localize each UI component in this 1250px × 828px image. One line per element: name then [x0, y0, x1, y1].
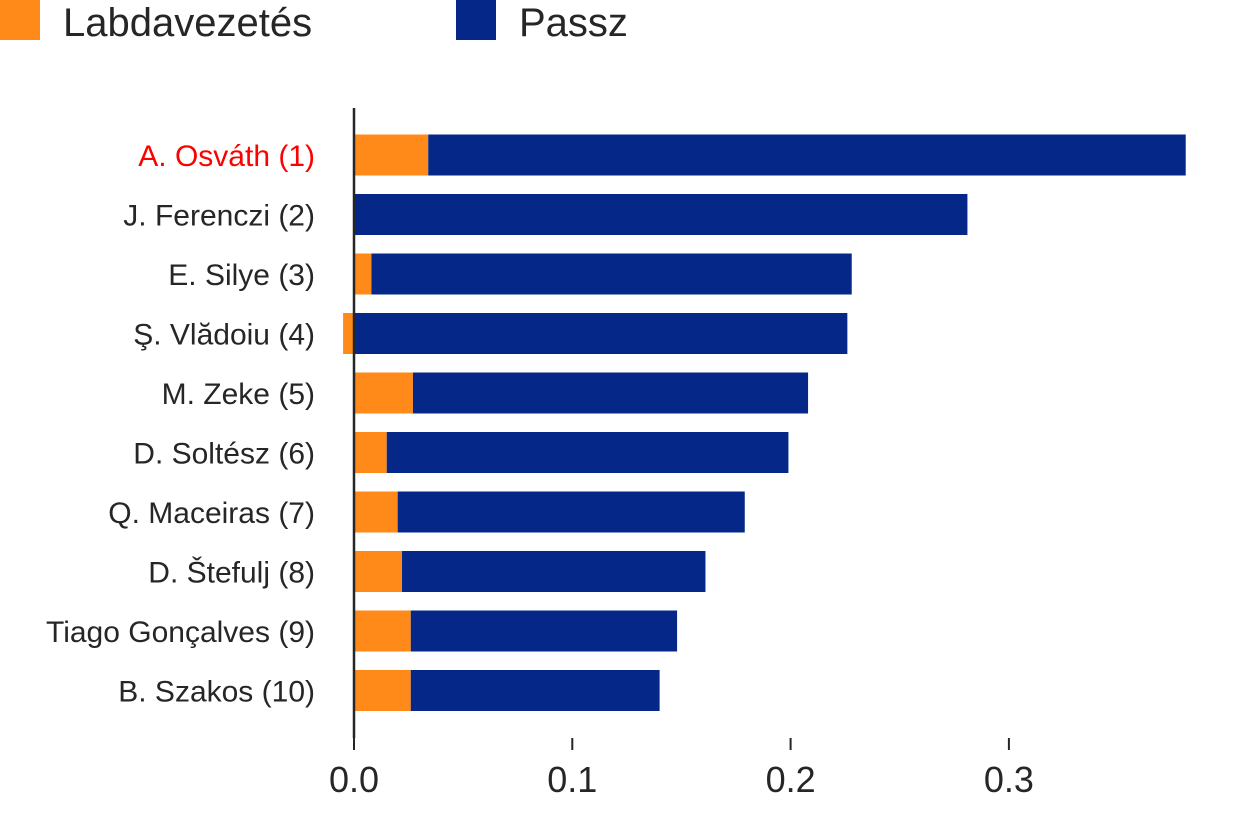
- bar-labdavezetés-1: [354, 134, 429, 176]
- bar-passz-6: [386, 432, 789, 473]
- bar-labdavezetés-3: [354, 253, 372, 295]
- bar-labdavezetés-7: [354, 491, 398, 533]
- y-tick-label: J. Ferenczi (2): [123, 200, 315, 233]
- y-tick-label: D. Štefulj (8): [148, 556, 315, 590]
- y-tick-label: Tiago Gonçalves (9): [46, 616, 315, 649]
- bar-labdavezetés-5: [354, 372, 413, 414]
- legend-swatch-0: [0, 0, 40, 40]
- x-tick-label: 0.0: [329, 759, 379, 800]
- bar-labdavezetés-4: [343, 313, 354, 354]
- legend-label: Labdavezetés: [63, 1, 312, 45]
- bar-passz-4: [354, 313, 848, 354]
- bar-passz-9: [410, 610, 678, 652]
- bar-passz-7: [397, 491, 745, 533]
- x-tick-label: 0.3: [984, 759, 1034, 800]
- bar-passz-3: [371, 253, 852, 295]
- y-tick-label: A. Osváth (1): [138, 140, 315, 173]
- bar-labdavezetés-9: [354, 610, 411, 652]
- y-tick-label: Ş. Vlădoiu (4): [133, 319, 315, 352]
- y-tick-label: B. Szakos (10): [118, 676, 315, 709]
- bar-passz-1: [428, 134, 1186, 176]
- bar-labdavezetés-8: [354, 551, 403, 592]
- x-axis-ticks: 0.0 0.1 0.2 0.3: [329, 738, 1034, 800]
- bar-passz-10: [410, 670, 660, 711]
- bar-labdavezetés-6: [354, 432, 387, 473]
- bars: [343, 134, 1186, 711]
- y-tick-label: Q. Maceiras (7): [108, 497, 315, 530]
- legend: Labdavezetés Passz: [0, 0, 628, 45]
- legend-label: Passz: [519, 1, 628, 45]
- bar-passz-5: [412, 372, 809, 414]
- legend-swatch-1: [456, 0, 496, 40]
- bar-passz-2: [354, 194, 968, 235]
- bar-labdavezetés-10: [354, 670, 411, 711]
- y-tick-label: D. Soltész (6): [133, 438, 315, 471]
- y-tick-label: E. Silye (3): [168, 259, 315, 292]
- x-tick-label: 0.2: [766, 759, 816, 800]
- y-tick-label: M. Zeke (5): [162, 378, 315, 411]
- x-tick-label: 0.1: [547, 759, 597, 800]
- y-axis-labels: A. Osváth (1) J. Ferenczi (2) E. Silye (3)…: [46, 140, 315, 709]
- bar-passz-8: [402, 551, 706, 592]
